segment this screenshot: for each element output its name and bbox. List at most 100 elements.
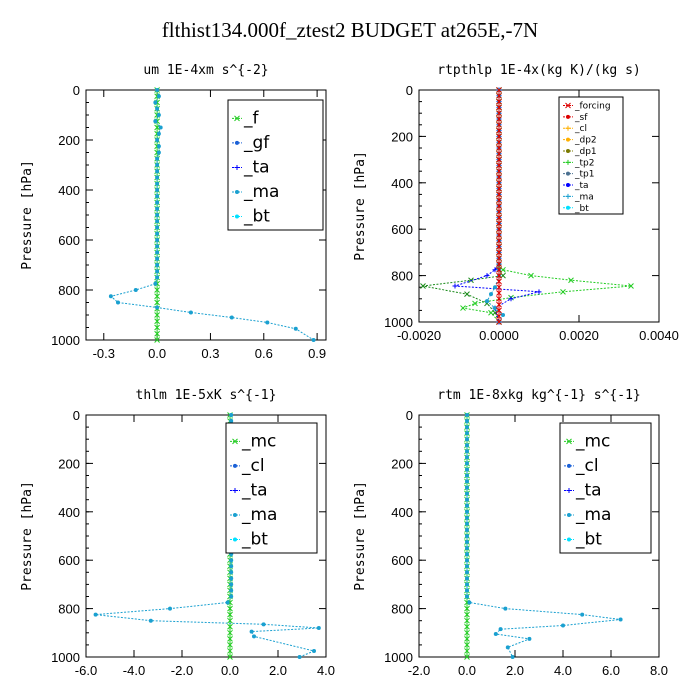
legend-marker bbox=[566, 487, 572, 493]
data-point bbox=[503, 606, 508, 611]
data-point bbox=[496, 133, 502, 140]
data-point bbox=[156, 131, 161, 136]
x-tick-label: 0.3 bbox=[201, 346, 219, 361]
y-tick-label: 400 bbox=[391, 176, 413, 191]
data-point bbox=[227, 629, 233, 636]
y-axis-label: Pressure [hPa] bbox=[20, 160, 35, 270]
x-tick-label: 0.0 bbox=[148, 346, 166, 361]
data-point bbox=[496, 243, 502, 250]
data-point bbox=[155, 88, 160, 92]
legend-marker bbox=[566, 205, 570, 210]
legend-marker bbox=[566, 438, 572, 445]
data-point bbox=[252, 634, 256, 639]
data-point bbox=[155, 250, 160, 255]
data-point bbox=[505, 645, 510, 650]
data-point bbox=[465, 521, 469, 526]
data-point bbox=[496, 295, 502, 302]
data-point bbox=[465, 443, 469, 448]
y-tick-label: 800 bbox=[58, 602, 80, 617]
legend-entry-forcing: _forcing bbox=[574, 102, 611, 112]
data-point bbox=[154, 324, 160, 331]
x-tick-label: 2.0 bbox=[506, 663, 524, 678]
data-point bbox=[467, 600, 472, 605]
legend-box bbox=[227, 99, 324, 231]
x-tick-label: -0.0020 bbox=[397, 328, 441, 343]
data-point bbox=[465, 552, 469, 557]
data-point bbox=[561, 623, 565, 628]
data-point bbox=[229, 570, 234, 575]
data-point bbox=[158, 125, 163, 130]
data-point bbox=[568, 277, 574, 284]
data-point bbox=[496, 150, 502, 157]
data-point bbox=[155, 305, 160, 310]
legend-entry-f: _f bbox=[243, 108, 260, 128]
plot-title: rtpthlp 1E-4x(kg K)/(kg s) bbox=[437, 63, 641, 78]
data-point bbox=[155, 181, 160, 186]
data-point bbox=[229, 564, 234, 569]
data-point bbox=[153, 119, 158, 124]
data-point bbox=[155, 156, 160, 161]
data-point bbox=[508, 296, 514, 302]
data-point bbox=[465, 558, 469, 563]
legend-marker bbox=[566, 171, 570, 176]
data-point bbox=[464, 291, 470, 298]
data-point bbox=[154, 337, 160, 343]
legend-entry-ma: _ma bbox=[575, 505, 611, 525]
data-point bbox=[465, 588, 469, 593]
data-point bbox=[188, 310, 193, 315]
data-point bbox=[155, 244, 160, 249]
x-tick-label: 0.0040 bbox=[639, 328, 679, 343]
data-point bbox=[155, 213, 160, 217]
data-point bbox=[155, 238, 160, 242]
legend-marker bbox=[567, 512, 571, 517]
data-point bbox=[496, 266, 502, 273]
y-tick-label: 1000 bbox=[51, 333, 80, 348]
y-axis-label: Pressure [hPa] bbox=[353, 481, 368, 591]
data-point bbox=[510, 655, 515, 659]
data-point bbox=[496, 168, 502, 175]
y-tick-label: 1000 bbox=[384, 315, 413, 330]
data-point bbox=[464, 611, 470, 618]
data-point bbox=[465, 431, 469, 436]
data-point bbox=[465, 570, 469, 575]
legend-entry-ta: _ta bbox=[574, 181, 589, 191]
data-point bbox=[148, 618, 153, 623]
data-point bbox=[465, 455, 469, 460]
data-point bbox=[468, 277, 474, 284]
plot-title: thlm 1E-5xK s^{-1} bbox=[136, 388, 277, 403]
legend-marker bbox=[567, 463, 571, 468]
data-point bbox=[628, 283, 634, 289]
plot-title: rtm 1E-8xkg kg^{-1} s^{-1} bbox=[437, 388, 641, 403]
data-point bbox=[156, 94, 161, 99]
data-point bbox=[227, 648, 233, 654]
data-point bbox=[312, 648, 316, 653]
data-point bbox=[465, 467, 469, 472]
y-tick-label: 600 bbox=[58, 233, 80, 248]
data-point bbox=[464, 654, 470, 660]
plot-panel-1: um 1E-4xm s^{-2} Pressure [hPa] 0 200 400 600… bbox=[20, 63, 327, 361]
data-point bbox=[154, 312, 160, 318]
data-point bbox=[316, 625, 321, 630]
legend-entry-tp2: _tp2 bbox=[574, 158, 594, 168]
data-point bbox=[227, 635, 233, 642]
legend-entry-cl: _cl bbox=[574, 124, 587, 134]
data-point bbox=[496, 261, 502, 267]
data-point bbox=[227, 654, 233, 660]
data-point bbox=[464, 642, 470, 648]
data-point bbox=[496, 185, 502, 192]
data-point bbox=[154, 299, 160, 306]
legend-marker bbox=[233, 537, 237, 542]
data-point bbox=[265, 320, 270, 325]
data-point bbox=[485, 299, 489, 304]
data-point bbox=[465, 461, 469, 466]
y-tick-label: 200 bbox=[391, 129, 413, 144]
data-point bbox=[229, 594, 234, 599]
legend-marker bbox=[232, 438, 238, 445]
data-point bbox=[496, 319, 502, 325]
data-point bbox=[496, 98, 502, 105]
legend-marker bbox=[235, 214, 239, 219]
data-point bbox=[464, 648, 470, 654]
data-point bbox=[465, 485, 469, 490]
